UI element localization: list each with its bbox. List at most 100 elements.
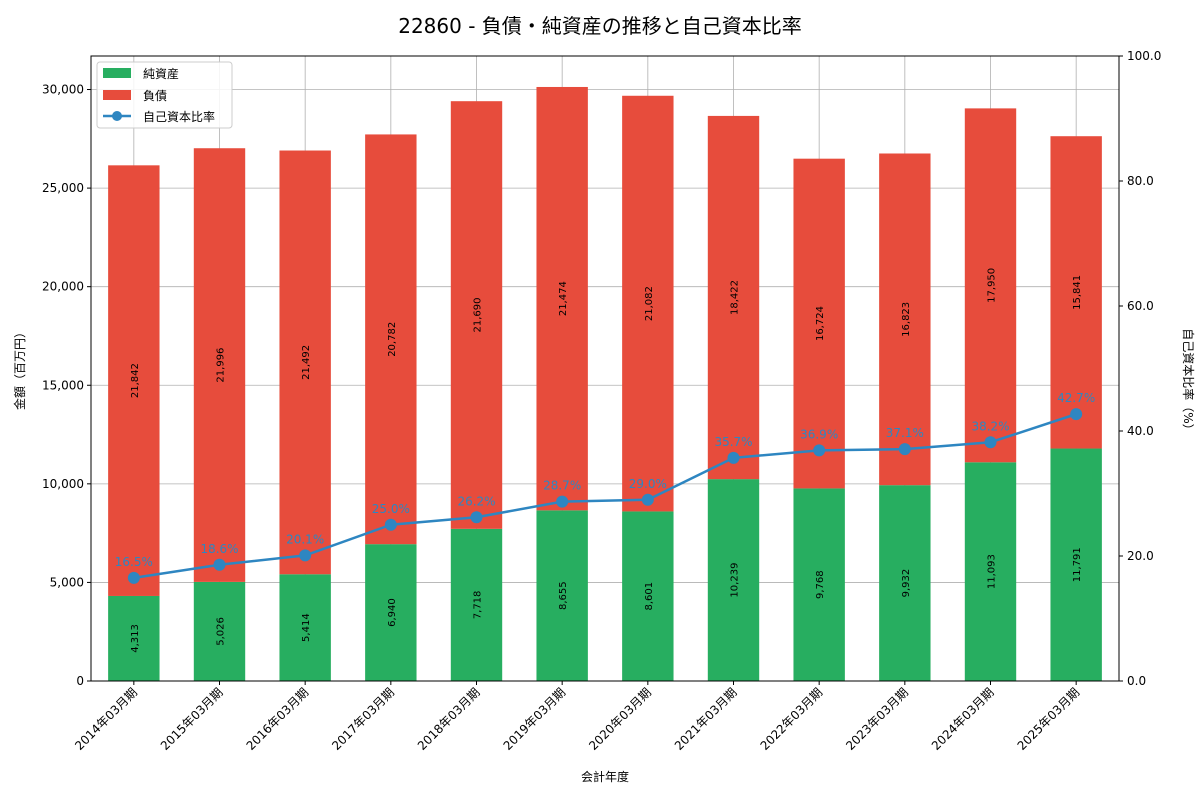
ratio-point xyxy=(1070,408,1083,421)
ratio-point xyxy=(299,549,312,562)
ratio-label: 28.7% xyxy=(543,479,581,493)
bar-equity xyxy=(279,574,331,681)
y2-tick-label: 100.0 xyxy=(1127,49,1161,63)
bar-label-equity: 11,791 xyxy=(1072,547,1083,582)
bar-label-equity: 10,239 xyxy=(730,563,741,598)
bar-equity xyxy=(536,510,588,681)
y2-tick-label: 0.0 xyxy=(1127,674,1146,688)
x-tick-label: 2015年03月期 xyxy=(158,685,226,753)
ratio-point xyxy=(641,493,654,506)
ratio-label: 18.6% xyxy=(200,542,238,556)
ratio-point xyxy=(984,436,997,449)
x-tick-label: 2017年03月期 xyxy=(329,685,397,753)
bar-equity xyxy=(707,479,760,681)
legend-label-liabilities: 負債 xyxy=(143,88,167,103)
ratio-label: 37.1% xyxy=(886,426,924,440)
bar-liabilities xyxy=(193,148,246,582)
x-tick-label: 2025年03月期 xyxy=(1015,685,1083,753)
ratio-point xyxy=(384,518,397,531)
x-axis-title: 会計年度 xyxy=(581,769,629,784)
ratio-label: 29.0% xyxy=(629,477,667,491)
bar-label-equity: 7,718 xyxy=(473,591,484,620)
bar-liabilities xyxy=(1050,136,1102,449)
x-tick-label: 2016年03月期 xyxy=(244,685,312,753)
y2-tick-label: 60.0 xyxy=(1127,299,1154,313)
ratio-point xyxy=(127,571,140,584)
bar-label-liabilities: 21,082 xyxy=(644,286,655,321)
ratio-point xyxy=(813,444,826,457)
x-tick-label: 2022年03月期 xyxy=(758,685,826,753)
bar-liabilities xyxy=(793,158,845,489)
ratio-label: 26.2% xyxy=(457,494,495,508)
ratio-polyline xyxy=(133,412,1077,580)
chart-title: 22860 - 負債・純資産の推移と自己資本比率 xyxy=(398,14,802,38)
bar-label-liabilities: 21,492 xyxy=(301,345,312,380)
bar-liabilities xyxy=(707,115,760,480)
bar-label-equity: 9,932 xyxy=(901,569,912,598)
bar-equity xyxy=(450,528,503,681)
plot-frame xyxy=(90,55,1120,682)
ratio-label: 36.9% xyxy=(800,427,838,441)
bar-label-liabilities: 20,782 xyxy=(387,322,398,357)
y-tick-label: 20,000 xyxy=(42,280,84,294)
bar-label-liabilities: 18,422 xyxy=(730,280,741,315)
bar-label-liabilities: 21,842 xyxy=(130,363,141,398)
bar-label-liabilities: 21,474 xyxy=(558,281,569,316)
bar-label-liabilities: 16,724 xyxy=(815,306,826,341)
ratio-label: 25.0% xyxy=(372,502,410,516)
ratio-label: 35.7% xyxy=(714,435,752,449)
bar-equity xyxy=(365,544,417,681)
bar-label-equity: 6,940 xyxy=(387,598,398,627)
ratio-line: 16.5% 18.6% 20.1% 25.0% 26.2% 28.7% 29.0% 35.7%… xyxy=(115,391,1095,584)
y-tick-label: 10,000 xyxy=(42,477,84,491)
bar-liabilities xyxy=(450,101,503,529)
ratio-label: 16.5% xyxy=(115,555,153,569)
bar-label-equity: 4,313 xyxy=(130,624,141,653)
bar-equity xyxy=(622,511,674,681)
y-tick-label: 15,000 xyxy=(42,378,84,392)
y-axis-title: 金額（百万円） xyxy=(12,326,27,410)
bar-label-equity: 5,026 xyxy=(216,617,227,646)
bar-liabilities xyxy=(108,165,160,596)
bars: 4,313 21,842 5,026 21,996 5,414 21,492 6,940 20… xyxy=(108,86,1102,681)
x-tick-label: 2020年03月期 xyxy=(586,685,654,753)
bar-equity xyxy=(879,485,931,681)
bar-label-equity: 11,093 xyxy=(987,554,998,589)
y-tick-label: 5,000 xyxy=(50,575,84,589)
bar-equity xyxy=(1050,448,1102,681)
x-tick-label: 2024年03月期 xyxy=(929,685,997,753)
ratio-point xyxy=(213,558,226,571)
bar-label-equity: 8,601 xyxy=(644,582,655,611)
bar-liabilities xyxy=(365,134,417,545)
bar-label-equity: 9,768 xyxy=(815,570,826,599)
ratio-label: 20.1% xyxy=(286,532,324,546)
bar-label-liabilities: 16,823 xyxy=(901,302,912,337)
y-tick-label: 25,000 xyxy=(42,181,84,195)
bar-liabilities xyxy=(536,86,588,511)
bar-label-equity: 8,655 xyxy=(558,581,569,610)
ratio-point xyxy=(898,443,911,456)
ratio-label: 38.2% xyxy=(971,419,1009,433)
bar-liabilities xyxy=(879,153,931,486)
bar-label-liabilities: 17,950 xyxy=(987,268,998,303)
y2-tick-label: 40.0 xyxy=(1127,424,1154,438)
legend-label-ratio: 自己資本比率 xyxy=(143,109,215,124)
bar-label-equity: 5,414 xyxy=(301,613,312,642)
legend-label-equity: 純資産 xyxy=(143,66,179,81)
legend-swatch-liabilities xyxy=(103,90,131,100)
y2-axis-title: 自己資本比率（%） xyxy=(1181,328,1196,435)
y2-tick-label: 20.0 xyxy=(1127,549,1154,563)
legend-box xyxy=(96,61,233,129)
bar-label-liabilities: 21,690 xyxy=(473,298,484,333)
legend-swatch-ratio-marker xyxy=(112,111,122,121)
bar-equity xyxy=(964,462,1017,681)
x-tick-label: 2019年03月期 xyxy=(501,685,569,753)
bar-equity xyxy=(108,595,160,681)
x-tick-label: 2023年03月期 xyxy=(843,685,911,753)
bar-equity xyxy=(793,488,845,681)
x-tick-label: 2014年03月期 xyxy=(72,685,140,753)
ratio-point xyxy=(727,451,740,464)
bar-liabilities xyxy=(964,108,1017,463)
